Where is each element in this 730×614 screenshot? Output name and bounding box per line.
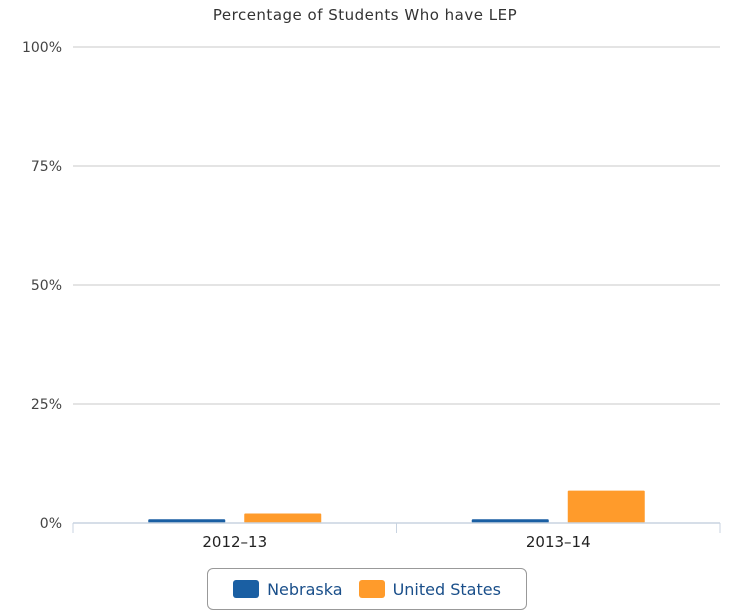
- y-tick-label: 100%: [22, 40, 62, 56]
- bar-united-states-0[interactable]: [244, 513, 322, 523]
- y-tick-label: 0%: [40, 516, 62, 532]
- y-tick-label: 75%: [31, 159, 62, 175]
- gridlines: [73, 46, 720, 405]
- legend-item-nebraska[interactable]: Nebraska: [233, 579, 343, 599]
- legend-swatch-nebraska: [233, 580, 260, 598]
- y-tick-label: 25%: [31, 397, 62, 413]
- legend-label-united-states: United States: [392, 579, 501, 599]
- y-axis-ticks: 0% 25% 50% 75% 100%: [22, 40, 62, 532]
- bars: [148, 490, 645, 523]
- bar-nebraska-0[interactable]: [148, 519, 226, 523]
- legend: Nebraska United States: [207, 568, 527, 610]
- bar-united-states-1[interactable]: [567, 490, 645, 523]
- chart-plot: 0% 25% 50% 75% 100% 2012–13 2013–14: [22, 40, 721, 551]
- y-tick-label: 50%: [31, 278, 62, 294]
- legend-swatch-united-states: [358, 580, 385, 598]
- x-axis: 2012–13 2013–14: [72, 522, 721, 551]
- chart-title: Percentage of Students Who have LEP: [212, 6, 518, 24]
- legend-item-united-states[interactable]: United States: [358, 579, 501, 599]
- legend-label-nebraska: Nebraska: [267, 579, 343, 599]
- x-tick-label: 2012–13: [202, 533, 267, 551]
- bar-nebraska-1[interactable]: [471, 519, 549, 523]
- x-tick-label: 2013–14: [526, 533, 591, 551]
